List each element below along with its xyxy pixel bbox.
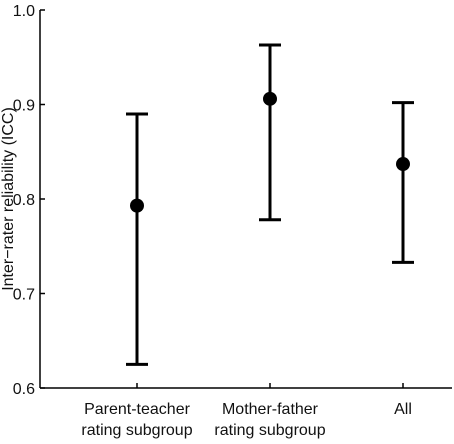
data-point bbox=[263, 91, 277, 106]
y-tick-label: 0.9 bbox=[13, 98, 35, 115]
data-point bbox=[396, 157, 410, 172]
y-tick-label: 1.0 bbox=[13, 3, 35, 20]
y-axis-title: Inter−rater reliability (ICC) bbox=[0, 107, 17, 291]
marks bbox=[126, 43, 414, 366]
data-point-group bbox=[126, 112, 148, 366]
data-point-group bbox=[392, 101, 414, 264]
x-tick-label: Mother-father rating subgroup bbox=[214, 401, 325, 439]
x-tick-label: All bbox=[394, 401, 412, 418]
labels: 0.6 0.7 0.8 0.9 1.0 Parent-teacher rating subg… bbox=[0, 3, 412, 439]
y-tick-label: 0.7 bbox=[13, 287, 35, 304]
data-point bbox=[130, 198, 144, 213]
x-tick-label: Parent-teacher rating subgroup bbox=[81, 401, 192, 439]
y-tick-label: 0.6 bbox=[13, 381, 35, 398]
data-point-group bbox=[259, 43, 281, 222]
axes bbox=[39, 9, 452, 389]
y-tick-label: 0.8 bbox=[13, 192, 35, 209]
